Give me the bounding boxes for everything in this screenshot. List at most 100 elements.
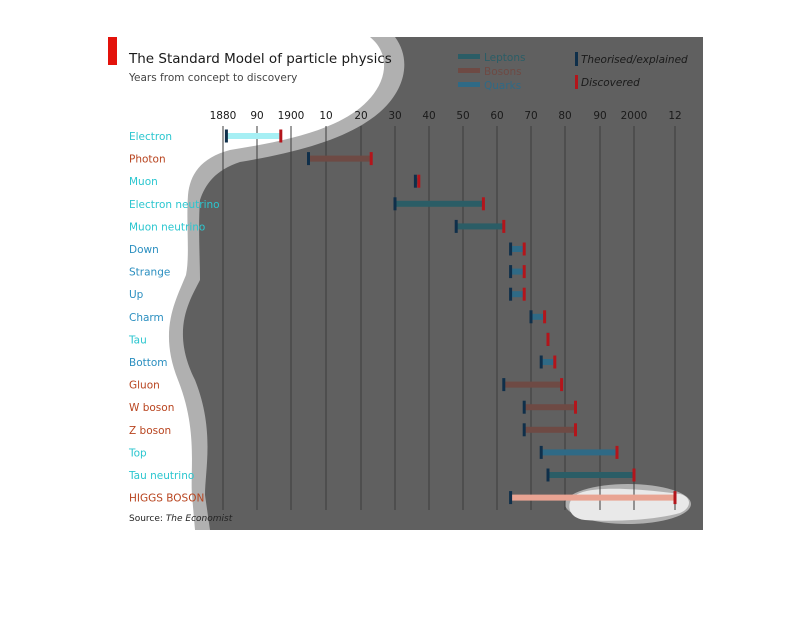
bar-electron-neutrino xyxy=(395,200,484,207)
row-label-tau: Tau xyxy=(128,334,147,346)
x-tick-label-2000: 2000 xyxy=(621,110,648,122)
bar-top xyxy=(541,449,617,456)
theorised-marker-charm xyxy=(529,310,533,324)
discovered-marker-electron-neutrino xyxy=(481,197,485,211)
bar-muon xyxy=(415,178,419,185)
row-label-electron: Electron xyxy=(129,131,172,143)
legend-label-discovered: Discovered xyxy=(581,77,640,89)
discovered-marker-up xyxy=(522,287,526,301)
row-label-muon: Muon xyxy=(129,176,158,188)
x-tick-label-1970: 70 xyxy=(524,110,537,122)
bar-w-boson xyxy=(524,404,576,411)
row-label-higgs-boson: HIGGS BOSON xyxy=(129,493,204,505)
chart-title: The Standard Model of particle physics xyxy=(128,51,392,67)
source-prefix: Source: xyxy=(129,514,166,524)
discovered-marker-strange xyxy=(522,265,526,279)
discovered-marker-charm xyxy=(543,310,547,324)
bar-electron xyxy=(226,133,281,139)
x-tick-label-1960: 60 xyxy=(490,110,503,122)
theorised-marker-muon-neutrino xyxy=(454,219,458,233)
bar-bottom xyxy=(541,359,555,365)
x-tick-label-1890: 90 xyxy=(250,110,263,122)
theorised-marker-down xyxy=(509,242,513,256)
discovered-marker-photon xyxy=(369,152,373,166)
legend-label-leptons: Leptons xyxy=(484,52,525,64)
discovered-marker-tau-neutrino xyxy=(632,468,636,482)
row-label-down: Down xyxy=(129,244,159,256)
theorised-marker-w-boson xyxy=(522,400,526,414)
bar-higgs-boson xyxy=(510,494,675,501)
x-tick-label-2012: 12 xyxy=(668,110,681,122)
discovered-marker-muon xyxy=(417,174,421,188)
row-label-photon: Photon xyxy=(129,154,166,166)
source-note: Source: The Economist xyxy=(129,514,233,524)
row-label-z-boson: Z boson xyxy=(129,425,171,437)
gridlines xyxy=(222,126,676,510)
row-label-bottom: Bottom xyxy=(129,357,168,369)
range-bars xyxy=(224,129,677,505)
bar-charm xyxy=(531,313,545,320)
legend-label-bosons: Bosons xyxy=(484,66,522,78)
economist-logo-mark xyxy=(108,37,117,65)
bar-down xyxy=(510,246,525,252)
legend-label-quarks: Quarks xyxy=(484,80,521,92)
bar-z-boson xyxy=(524,426,576,433)
legend-swatch-quarks xyxy=(458,82,480,87)
x-tick-label-1990: 90 xyxy=(593,110,606,122)
row-label-electron-neutrino: Electron neutrino xyxy=(129,199,220,211)
legend-label-theorised: Theorised/explained xyxy=(581,54,688,66)
legend: Leptons Bosons Quarks Theorised/explaine… xyxy=(458,52,688,92)
row-label-strange: Strange xyxy=(129,267,170,279)
theorised-marker-z-boson xyxy=(522,423,526,437)
discovered-marker-muon-neutrino xyxy=(502,219,506,233)
discovered-marker-top xyxy=(615,445,619,459)
chart-subtitle: Years from concept to discovery xyxy=(128,72,297,84)
discovered-marker-tau xyxy=(546,332,550,346)
source-name: The Economist xyxy=(166,514,233,524)
x-tick-label-1930: 30 xyxy=(388,110,401,122)
row-label-w-boson: W boson xyxy=(129,402,174,414)
theorised-marker-up xyxy=(509,287,513,301)
legend-swatch-leptons xyxy=(458,54,480,59)
theorised-marker-gluon xyxy=(502,378,506,392)
x-axis-ticks: 1880 90 1900 10 20 30 40 50 60 70 80 90 2000 12 xyxy=(210,110,682,122)
bar-muon-neutrino xyxy=(456,223,504,230)
theorised-marker-muon xyxy=(413,174,417,188)
x-tick-label-1920: 20 xyxy=(354,110,367,122)
discovered-marker-z-boson xyxy=(574,423,577,437)
bar-gluon xyxy=(503,381,562,388)
theorised-marker-electron xyxy=(224,129,228,143)
theorised-marker-strange xyxy=(509,265,513,279)
x-tick-label-1980: 80 xyxy=(558,110,571,122)
bar-photon xyxy=(308,155,372,162)
discovered-marker-w-boson xyxy=(574,400,577,414)
row-label-muon-neutrino: Muon neutrino xyxy=(129,221,205,233)
theorised-marker-higgs-boson xyxy=(509,491,513,505)
discovered-marker-electron xyxy=(279,129,283,143)
theorised-marker-bottom xyxy=(539,355,543,369)
row-labels: Electron Photon Muon Electron neutrino Muon … xyxy=(128,131,220,505)
bar-tau-neutrino xyxy=(548,472,634,478)
row-label-tau-neutrino: Tau neutrino xyxy=(128,470,194,482)
row-label-charm: Charm xyxy=(129,312,164,324)
theorised-marker-electron-neutrino xyxy=(393,197,397,211)
discovered-marker-down xyxy=(522,242,526,256)
row-label-top: Top xyxy=(128,447,147,459)
theorised-marker-photon xyxy=(307,152,310,166)
theorised-marker-tau-neutrino xyxy=(546,468,550,482)
legend-swatch-bosons xyxy=(458,68,480,73)
discovered-marker-bottom xyxy=(553,355,557,369)
row-label-up: Up xyxy=(129,289,144,301)
bar-up xyxy=(510,291,525,298)
bar-strange xyxy=(510,268,525,275)
x-tick-label-1880: 1880 xyxy=(210,110,237,122)
legend-theorised-marker xyxy=(575,52,578,66)
x-tick-label-1950: 50 xyxy=(456,110,469,122)
legend-discovered-marker xyxy=(575,75,578,89)
x-tick-label-1940: 40 xyxy=(422,110,435,122)
x-tick-label-1900: 1900 xyxy=(278,110,305,122)
discovered-marker-gluon xyxy=(560,378,564,392)
theorised-marker-top xyxy=(539,445,543,459)
x-tick-label-1910: 10 xyxy=(319,110,332,122)
